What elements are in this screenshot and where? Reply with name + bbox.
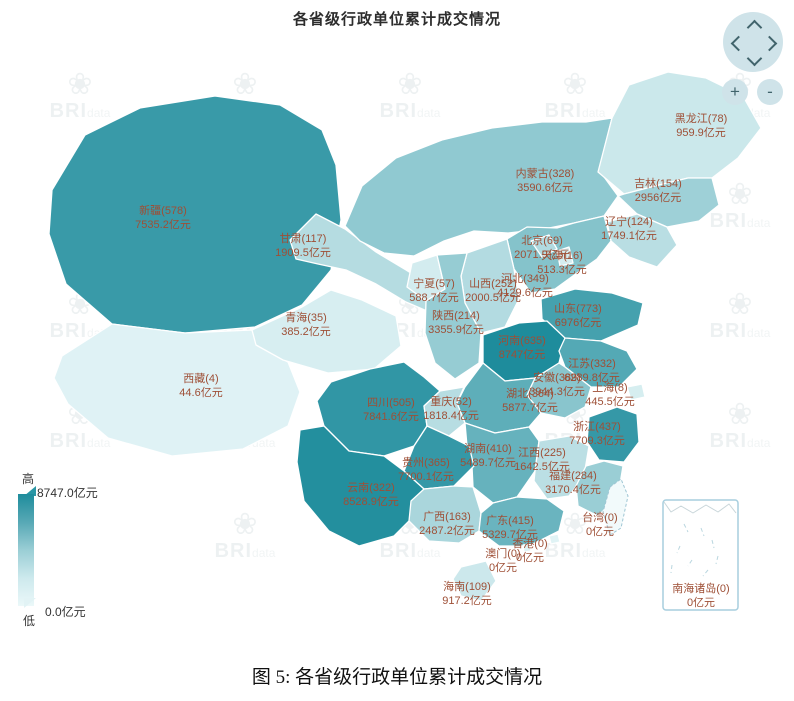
province-taiwan[interactable] — [602, 478, 629, 536]
province-jiangsu[interactable] — [558, 337, 638, 388]
pan-left-icon[interactable] — [730, 35, 747, 52]
province-hunan[interactable] — [464, 422, 540, 504]
province-beijing[interactable] — [530, 234, 558, 258]
province-xianggang[interactable] — [548, 533, 561, 545]
china-map — [48, 71, 762, 611]
province-jiangxi[interactable] — [533, 435, 590, 500]
province-guangdong[interactable] — [478, 496, 565, 547]
province-qinghai[interactable] — [251, 289, 402, 374]
province-neimenggu[interactable] — [344, 117, 619, 257]
province-tianjin[interactable] — [556, 246, 574, 267]
pan-up-icon[interactable] — [746, 19, 763, 36]
legend-gradient-bar[interactable] — [18, 494, 34, 606]
zoom-in-button[interactable]: + — [722, 79, 748, 105]
province-liaoning[interactable] — [606, 213, 678, 268]
province-chongqing[interactable] — [423, 386, 466, 437]
legend-low-label: 低 — [23, 614, 36, 628]
province-aomen[interactable] — [522, 543, 532, 553]
province-hainan[interactable] — [452, 560, 497, 602]
legend-min-marker-icon — [24, 598, 36, 608]
zoom-out-button[interactable]: - — [757, 79, 783, 105]
province-xinjiang[interactable] — [48, 95, 342, 334]
figure-caption: 图 5: 各省级行政单位累计成交情况 — [251, 667, 543, 688]
province-shaanxi[interactable] — [424, 252, 482, 380]
pan-right-icon[interactable] — [761, 35, 778, 52]
nanhai-inset — [662, 499, 739, 611]
legend-high-label: 高 — [22, 472, 35, 486]
province-zhejiang[interactable] — [586, 406, 640, 463]
map-pan-control[interactable] — [723, 12, 783, 72]
pan-down-icon[interactable] — [746, 50, 763, 67]
legend-max-value: 8747.0亿元 — [37, 486, 98, 500]
legend-max-marker-icon — [24, 486, 36, 496]
province-xizang[interactable] — [53, 323, 301, 457]
province-shanghai[interactable] — [626, 383, 646, 401]
chart-title: 各省级行政单位累计成交情况 — [292, 11, 501, 28]
province-guangxi[interactable] — [408, 485, 482, 544]
legend-min-value: 0.0亿元 — [45, 605, 86, 619]
